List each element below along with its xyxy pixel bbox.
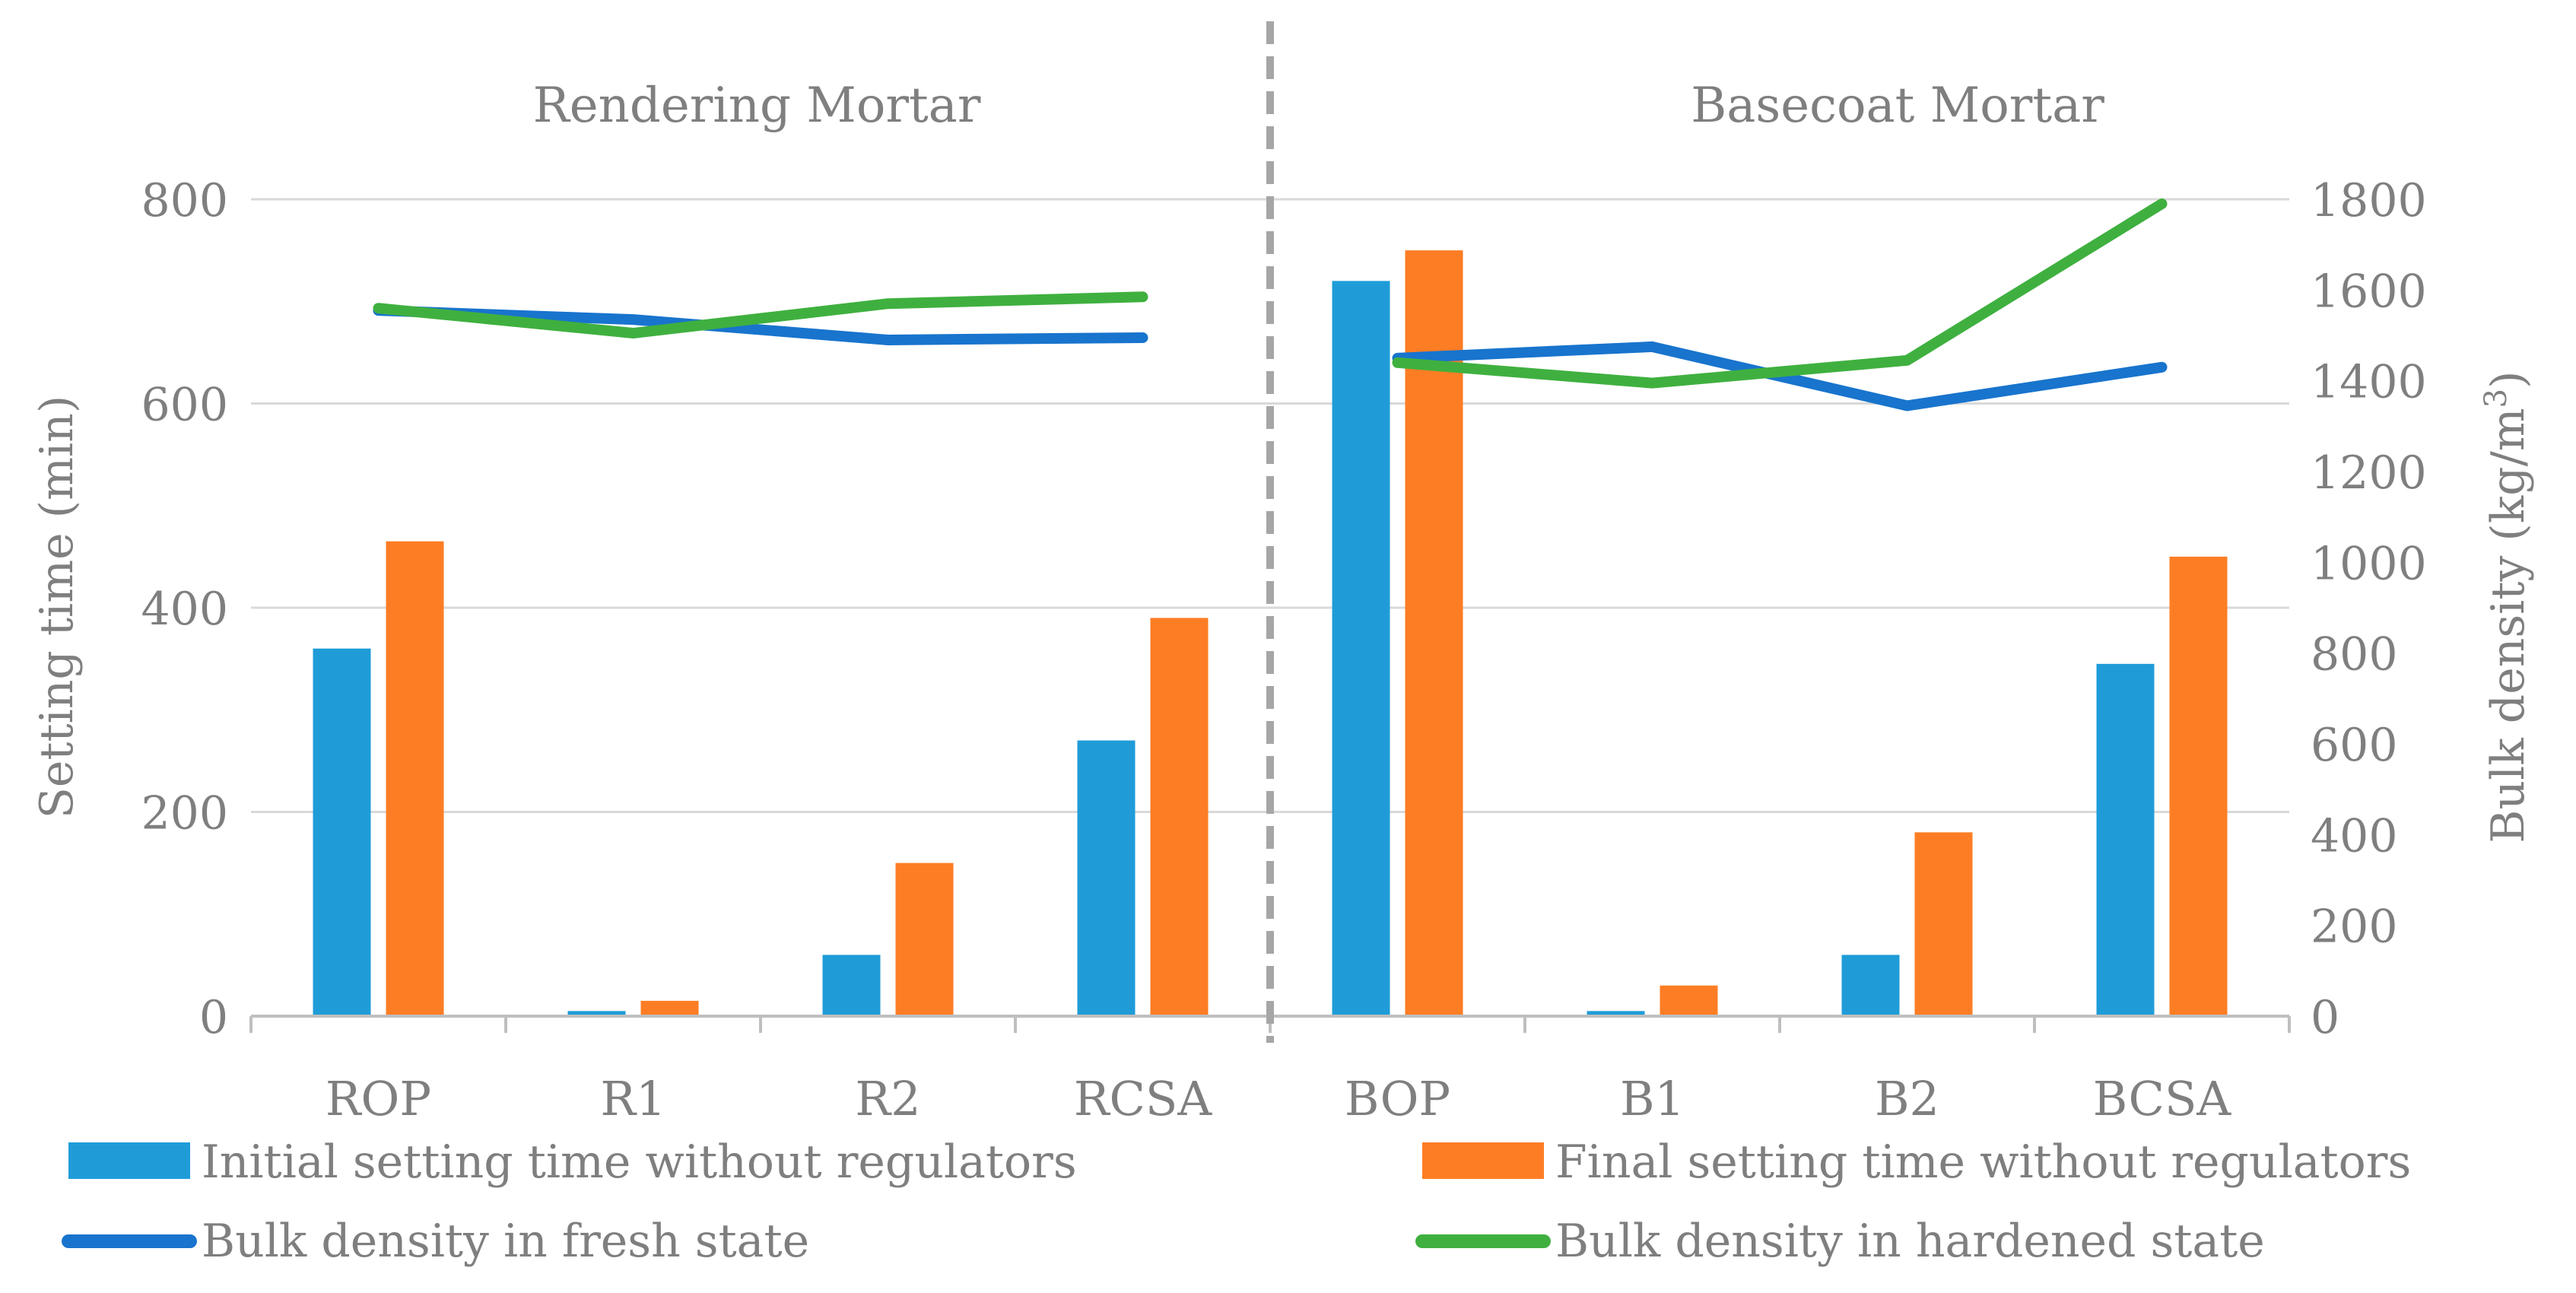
bar-initial-B2	[1841, 955, 1900, 1016]
line-hardened-basecoat	[1392, 198, 2168, 389]
group-label-rendering: Rendering Mortar	[533, 78, 981, 134]
line-fresh-rendering	[373, 305, 1148, 345]
x-label-B1: B1	[1620, 1071, 1685, 1126]
bar-initial-BOP	[1332, 281, 1390, 1016]
x-label-BCSA: BCSA	[2093, 1071, 2232, 1126]
y-left-tick-600: 600	[141, 379, 228, 432]
x-label-B2: B2	[1875, 1071, 1939, 1126]
y-left-tick-200: 200	[141, 787, 228, 840]
y-left-tick-800: 800	[141, 174, 228, 227]
bar-final-R2	[895, 863, 954, 1016]
bar-initial-RCSA	[1077, 740, 1136, 1016]
y-right-tick-1600: 1600	[2311, 265, 2427, 318]
bar-initial-R2	[822, 955, 881, 1016]
y-right-tick-400: 400	[2311, 809, 2398, 863]
legend-label-initial: Initial setting time without regulators	[202, 1136, 1077, 1189]
legend-swatch-final	[1422, 1142, 1544, 1179]
bar-final-R1	[640, 1000, 699, 1016]
y-left-tick-0: 0	[199, 991, 228, 1044]
bars	[313, 250, 2228, 1016]
x-label-R2: R2	[855, 1071, 920, 1126]
y-left-axis-title: Setting time (min)	[30, 396, 84, 818]
x-label-RCSA: RCSA	[1074, 1071, 1213, 1126]
y-right-tick-200: 200	[2311, 901, 2398, 954]
y-right-axis-title: Bulk density (kg/m3)	[2479, 370, 2535, 843]
bar-initial-R1	[567, 1011, 626, 1016]
bar-final-RCSA	[1150, 618, 1209, 1016]
line-hardened-rendering	[373, 291, 1148, 339]
y-right-tick-1400: 1400	[2311, 356, 2427, 409]
x-label-ROP: ROP	[326, 1071, 431, 1126]
legend: Initial setting time without regulators …	[62, 1136, 2411, 1268]
bar-initial-BCSA	[2096, 663, 2155, 1016]
lines	[373, 198, 2168, 411]
y-right-tick-0: 0	[2311, 991, 2339, 1044]
x-label-R1: R1	[600, 1071, 665, 1126]
y-right-tick-1800: 1800	[2311, 174, 2427, 227]
bar-final-B2	[1914, 832, 1973, 1016]
bar-initial-B1	[1587, 1011, 1645, 1016]
y-right-tick-600: 600	[2311, 719, 2398, 772]
y-right-tick-1200: 1200	[2311, 446, 2427, 500]
gridlines	[251, 198, 2289, 813]
legend-label-fresh: Bulk density in fresh state	[202, 1215, 809, 1268]
x-label-BOP: BOP	[1345, 1071, 1450, 1126]
bar-final-B1	[1660, 985, 1718, 1016]
bar-final-BCSA	[2169, 556, 2228, 1016]
group-label-basecoat: Basecoat Mortar	[1691, 78, 2104, 134]
legend-swatch-initial	[68, 1142, 190, 1179]
bar-final-BOP	[1405, 250, 1463, 1016]
legend-label-hardened: Bulk density in hardened state	[1555, 1215, 2265, 1268]
y-left-tick-400: 400	[141, 583, 228, 636]
legend-label-final: Final setting time without regulators	[1555, 1136, 2411, 1189]
y-right-tick-800: 800	[2311, 628, 2398, 681]
bar-final-ROP	[386, 541, 444, 1016]
bar-initial-ROP	[313, 648, 371, 1016]
y-right-tick-1000: 1000	[2311, 537, 2427, 590]
